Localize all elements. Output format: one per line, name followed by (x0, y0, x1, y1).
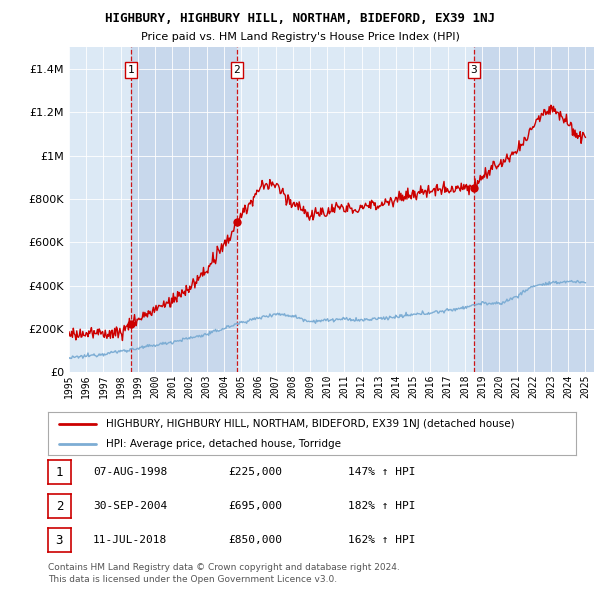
Text: 2017: 2017 (443, 374, 452, 398)
Text: 2018: 2018 (460, 374, 470, 398)
Text: 2016: 2016 (425, 374, 436, 398)
Text: 2002: 2002 (184, 374, 194, 398)
Text: 2009: 2009 (305, 374, 315, 398)
Text: 2024: 2024 (563, 374, 573, 398)
Text: HIGHBURY, HIGHBURY HILL, NORTHAM, BIDEFORD, EX39 1NJ (detached house): HIGHBURY, HIGHBURY HILL, NORTHAM, BIDEFO… (106, 419, 515, 430)
Text: 2020: 2020 (494, 374, 505, 398)
Text: Price paid vs. HM Land Registry's House Price Index (HPI): Price paid vs. HM Land Registry's House … (140, 32, 460, 42)
Text: 162% ↑ HPI: 162% ↑ HPI (348, 536, 415, 545)
Text: £695,000: £695,000 (228, 502, 282, 511)
Bar (131, 47, 237, 372)
Text: 2006: 2006 (253, 374, 263, 398)
Text: 2023: 2023 (546, 374, 556, 398)
Text: 1995: 1995 (64, 374, 74, 398)
Text: This data is licensed under the Open Government Licence v3.0.: This data is licensed under the Open Gov… (48, 575, 337, 584)
Text: 3: 3 (470, 65, 478, 75)
Text: 2012: 2012 (356, 374, 367, 398)
Bar (69, 47, 131, 372)
Text: 2014: 2014 (391, 374, 401, 398)
Text: 2: 2 (233, 65, 240, 75)
Text: 1997: 1997 (98, 374, 109, 398)
Text: 2008: 2008 (288, 374, 298, 398)
Text: 1: 1 (128, 65, 134, 75)
Text: 2025: 2025 (580, 374, 590, 398)
Text: 2015: 2015 (408, 374, 418, 398)
Text: HIGHBURY, HIGHBURY HILL, NORTHAM, BIDEFORD, EX39 1NJ: HIGHBURY, HIGHBURY HILL, NORTHAM, BIDEFO… (105, 12, 495, 25)
Bar (237, 47, 474, 372)
Text: 1998: 1998 (116, 374, 125, 398)
Text: 1999: 1999 (133, 374, 143, 398)
Text: 2003: 2003 (202, 374, 212, 398)
Text: 2: 2 (56, 500, 63, 513)
Text: 2007: 2007 (271, 374, 281, 398)
Text: 2010: 2010 (322, 374, 332, 398)
Text: 2001: 2001 (167, 374, 177, 398)
Text: 2019: 2019 (477, 374, 487, 398)
Text: 2021: 2021 (512, 374, 521, 398)
Text: 30-SEP-2004: 30-SEP-2004 (93, 502, 167, 511)
Text: 07-AUG-1998: 07-AUG-1998 (93, 467, 167, 477)
Text: 1996: 1996 (81, 374, 91, 398)
Text: 2011: 2011 (340, 374, 349, 398)
Text: 1: 1 (56, 466, 63, 478)
Text: £850,000: £850,000 (228, 536, 282, 545)
Text: 11-JUL-2018: 11-JUL-2018 (93, 536, 167, 545)
Text: 2022: 2022 (529, 374, 539, 398)
Text: 182% ↑ HPI: 182% ↑ HPI (348, 502, 415, 511)
Text: 3: 3 (56, 534, 63, 547)
Text: 2013: 2013 (374, 374, 384, 398)
Text: HPI: Average price, detached house, Torridge: HPI: Average price, detached house, Torr… (106, 440, 341, 449)
Text: £225,000: £225,000 (228, 467, 282, 477)
Text: 2000: 2000 (150, 374, 160, 398)
Text: Contains HM Land Registry data © Crown copyright and database right 2024.: Contains HM Land Registry data © Crown c… (48, 563, 400, 572)
Text: 2005: 2005 (236, 374, 246, 398)
Text: 2004: 2004 (219, 374, 229, 398)
Text: 147% ↑ HPI: 147% ↑ HPI (348, 467, 415, 477)
Bar (474, 47, 594, 372)
